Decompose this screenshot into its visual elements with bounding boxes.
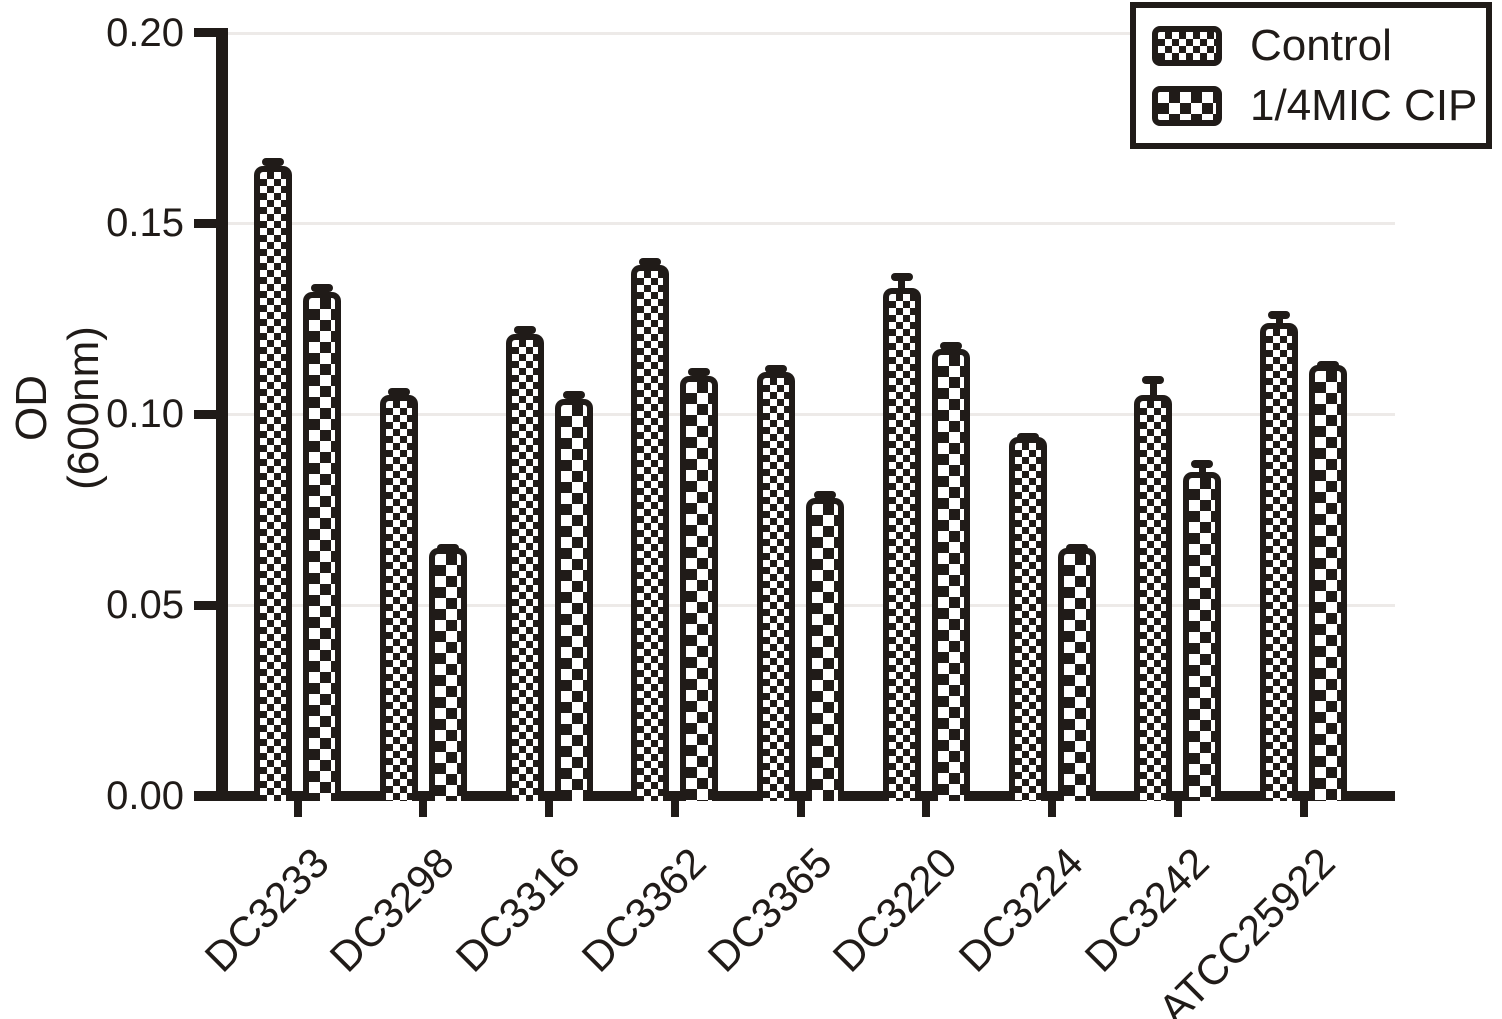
- y-tick-label-0.00: 0.00: [106, 774, 184, 818]
- x-tick-label-DC3365: DC3365: [698, 838, 841, 981]
- bar-control-DC3365: [757, 372, 795, 801]
- bar-cip-ATCC25922: [1309, 364, 1347, 801]
- y-tick-label-0.05: 0.05: [106, 583, 184, 628]
- y-axis-tick-0.05: [194, 600, 216, 610]
- y-tick-label-0.10: 0.10: [106, 392, 184, 437]
- y-axis-tick-0.15: [194, 218, 216, 228]
- x-axis-tick-DC3233: [293, 801, 302, 817]
- gridline-0.1: [228, 413, 1395, 417]
- bar-cip-DC3298: [428, 547, 467, 801]
- coarse-checkerboard-swatch-icon: [1152, 85, 1222, 126]
- error-bar-cap-control-DC3362: [639, 257, 662, 266]
- error-bar-stub-control-DC3242: [1149, 376, 1157, 402]
- bar-cip-DC3316: [554, 398, 593, 801]
- legend-item-control: Control: [1152, 20, 1486, 70]
- bar-control-DC3316: [505, 334, 544, 801]
- x-tick-label-DC3316: DC3316: [446, 838, 589, 981]
- x-axis-tick-DC3316: [545, 801, 553, 817]
- bar-cip-DC3233: [303, 292, 341, 801]
- x-tick-label-DC3362: DC3362: [572, 838, 715, 981]
- y-axis-line: [216, 28, 228, 801]
- y-tick-label-0.20: 0.20: [106, 10, 184, 55]
- bar-cip-DC3365: [806, 498, 844, 801]
- error-bar-cap-control-DC3298: [387, 387, 410, 396]
- x-tick-label-DC3233: DC3233: [195, 838, 338, 981]
- bar-cip-DC3220: [931, 349, 970, 801]
- error-bar-cap-cip-DC3233: [311, 284, 333, 293]
- bar-control-ATCC25922: [1260, 322, 1298, 801]
- bar-control-DC3224: [1008, 437, 1047, 801]
- error-bar-cap-cip-DC3316: [562, 391, 585, 400]
- gridline-0.15: [228, 222, 1395, 226]
- bar-control-DC3362: [631, 265, 670, 801]
- bar-control-DC3298: [379, 395, 418, 801]
- bar-cip-DC3224: [1057, 547, 1096, 801]
- bar-cip-DC3362: [680, 376, 719, 801]
- x-axis-tick-DC3365: [796, 801, 805, 817]
- y-axis-tick-0.20: [194, 28, 216, 37]
- x-axis-tick-ATCC25922: [1299, 801, 1308, 817]
- x-tick-label-DC3220: DC3220: [823, 838, 967, 981]
- error-bar-cap-cip-DC3220: [939, 341, 962, 350]
- fine-checkerboard-swatch-icon: [1152, 25, 1222, 66]
- x-axis-tick-DC3298: [419, 801, 428, 817]
- x-tick-label-DC3224: DC3224: [949, 838, 1092, 981]
- y-tick-label-0.15: 0.15: [106, 201, 184, 246]
- error-bar-stub-control-ATCC25922: [1275, 311, 1283, 329]
- error-bar-stub-cip-DC3242: [1198, 460, 1206, 478]
- error-bar-stub-control-DC3220: [898, 273, 906, 295]
- legend-label-cip: 1/4MIC CIP: [1250, 80, 1478, 130]
- bar-control-DC3233: [254, 166, 292, 801]
- bar-cip-DC3242: [1183, 471, 1222, 801]
- y-axis-title-line1: OD: [7, 375, 56, 441]
- gridline-0.2: [228, 31, 1395, 35]
- error-bar-cap-control-ATCC25922: [1268, 311, 1290, 320]
- x-axis-tick-DC3362: [670, 801, 679, 817]
- error-bar-cap-control-DC3220: [890, 273, 913, 281]
- error-bar-cap-cip-DC3242: [1191, 460, 1214, 469]
- x-axis-tick-DC3220: [922, 801, 931, 817]
- error-bar-cap-control-DC3233: [262, 158, 284, 167]
- legend-item-cip: 1/4MIC CIP: [1152, 80, 1486, 130]
- y-axis-tick-0.10: [194, 409, 216, 419]
- error-bar-cap-control-DC3365: [765, 364, 787, 373]
- error-bar-cap-control-DC3316: [513, 326, 536, 335]
- error-bar-cap-cip-DC3362: [688, 368, 711, 377]
- x-axis-tick-DC3224: [1048, 801, 1056, 817]
- x-tick-label-DC3298: DC3298: [320, 838, 464, 981]
- error-bar-cap-control-DC3242: [1142, 376, 1165, 385]
- legend-label-control: Control: [1250, 20, 1392, 70]
- error-bar-cap-cip-DC3365: [814, 490, 836, 499]
- x-axis-tick-DC3242: [1173, 801, 1182, 817]
- bar-control-DC3220: [882, 288, 921, 801]
- bar-control-DC3242: [1134, 395, 1173, 801]
- legend: Control 1/4MIC CIP: [1130, 2, 1492, 149]
